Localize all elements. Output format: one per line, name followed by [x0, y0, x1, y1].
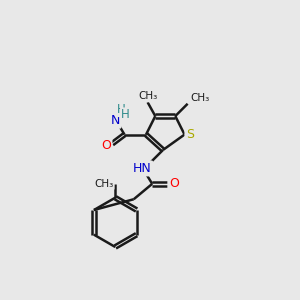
Text: CH₃: CH₃ — [94, 179, 114, 189]
Text: S: S — [186, 128, 194, 141]
Text: H: H — [121, 108, 129, 121]
Text: CH₃: CH₃ — [138, 92, 157, 101]
Text: N: N — [111, 114, 120, 127]
Text: H: H — [117, 103, 126, 116]
Text: HN: HN — [133, 162, 152, 175]
Text: O: O — [169, 177, 179, 190]
Text: O: O — [101, 139, 111, 152]
Text: CH₃: CH₃ — [190, 93, 209, 103]
